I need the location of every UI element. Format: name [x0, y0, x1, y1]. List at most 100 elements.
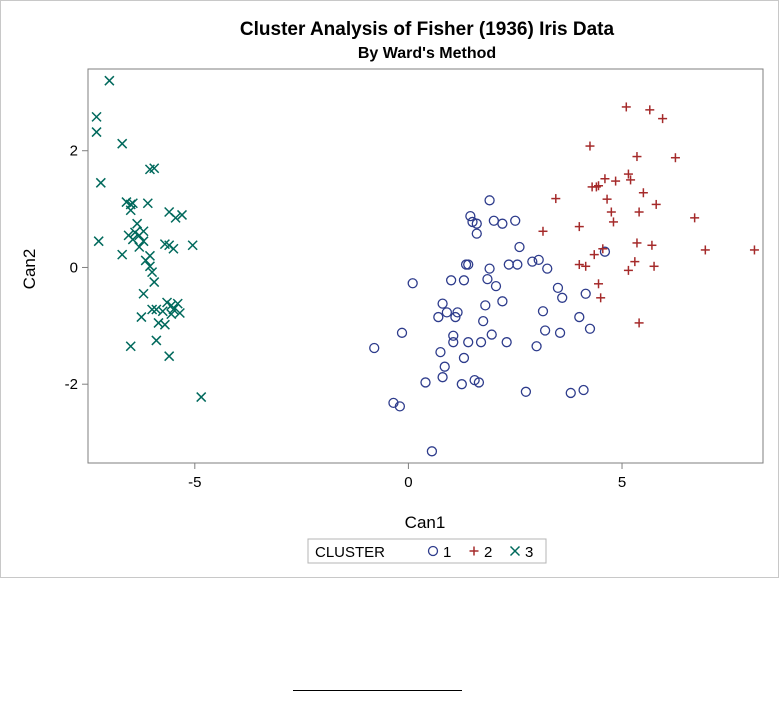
data-point-cluster-2: [647, 240, 657, 250]
data-point-cluster-2: [630, 257, 640, 267]
data-point-cluster-1: [484, 195, 495, 206]
data-point-cluster-2: [608, 217, 618, 227]
data-point-cluster-2: [594, 279, 604, 289]
chart-figure: Cluster Analysis of Fisher (1936) Iris D…: [0, 0, 779, 578]
data-point-cluster-1: [396, 327, 408, 338]
data-point-cluster-2: [638, 188, 648, 198]
data-point-cluster-3: [127, 234, 138, 245]
data-point-cluster-1: [557, 292, 568, 303]
data-point-cluster-3: [129, 227, 141, 238]
data-point-cluster-2: [645, 105, 655, 115]
data-point-cluster-2: [670, 153, 680, 163]
data-point-cluster-1: [531, 341, 542, 352]
data-point-cluster-1: [542, 263, 553, 274]
data-point-cluster-3: [174, 307, 185, 319]
data-point-cluster-2: [538, 226, 548, 236]
y-axis-label: Can2: [20, 249, 39, 290]
data-point-cluster-1: [458, 275, 470, 286]
data-point-cluster-1: [480, 300, 491, 311]
y-tick-label: 2: [70, 143, 78, 160]
data-point-cluster-2: [649, 261, 659, 271]
data-point-cluster-1: [478, 316, 489, 327]
data-point-cluster-1: [450, 311, 461, 323]
data-point-cluster-3: [125, 341, 136, 352]
data-point-cluster-2: [632, 238, 642, 248]
data-point-cluster-3: [151, 304, 162, 315]
data-point-cluster-1: [497, 218, 508, 229]
data-point-cluster-1: [439, 361, 450, 372]
data-point-cluster-2: [749, 245, 759, 255]
data-point-cluster-1: [484, 263, 495, 274]
data-point-cluster-1: [537, 306, 549, 317]
data-point-cluster-1: [463, 337, 474, 348]
data-point-cluster-2: [658, 114, 668, 124]
legend-label-2: 2: [484, 544, 492, 561]
data-point-cluster-3: [117, 249, 128, 260]
data-point-cluster-3: [153, 317, 164, 328]
data-point-cluster-3: [91, 127, 102, 138]
data-point-cluster-1: [578, 384, 589, 396]
data-point-cluster-2: [621, 102, 631, 112]
data-point-cluster-1: [552, 282, 564, 294]
data-point-cluster-1: [527, 256, 538, 267]
data-point-cluster-1: [584, 323, 596, 334]
data-point-cluster-3: [91, 111, 102, 122]
data-point-cluster-3: [176, 209, 188, 220]
data-point-cluster-3: [138, 288, 149, 299]
data-point-cluster-3: [136, 312, 147, 323]
data-point-cluster-2: [598, 244, 608, 254]
data-point-cluster-3: [159, 319, 170, 330]
data-point-cluster-3: [104, 75, 115, 86]
x-tick-label: -5: [188, 474, 201, 491]
y-tick-label: -2: [65, 376, 78, 393]
data-markers: [91, 75, 759, 457]
data-point-cluster-3: [157, 306, 168, 317]
data-point-cluster-2: [623, 169, 633, 179]
data-point-cluster-1: [473, 377, 485, 388]
data-point-cluster-1: [533, 254, 544, 266]
data-point-cluster-2: [634, 318, 644, 328]
data-point-cluster-1: [394, 401, 406, 412]
data-point-cluster-3: [125, 205, 136, 216]
data-point-cluster-3: [196, 392, 207, 403]
data-point-cluster-2: [585, 141, 595, 151]
data-point-cluster-2: [700, 245, 710, 255]
legend: CLUSTER 1 2 3: [307, 538, 547, 564]
data-point-cluster-1: [471, 218, 482, 229]
legend-marker-3: [509, 545, 521, 557]
data-point-cluster-3: [144, 250, 155, 261]
data-point-cluster-2: [634, 207, 644, 217]
data-point-cluster-1: [482, 273, 493, 285]
data-point-cluster-1: [452, 307, 463, 318]
data-point-cluster-2: [594, 181, 604, 191]
data-point-cluster-1: [475, 337, 487, 348]
data-point-cluster-2: [651, 199, 661, 209]
data-point-cluster-3: [147, 267, 158, 278]
data-point-cluster-2: [600, 174, 610, 184]
data-point-cluster-2: [602, 194, 612, 204]
legend-title: CLUSTER: [315, 544, 385, 561]
data-point-cluster-1: [437, 372, 448, 383]
data-point-cluster-3: [117, 138, 128, 149]
data-point-cluster-1: [471, 228, 482, 239]
data-point-cluster-2: [591, 182, 601, 192]
data-point-cluster-2: [596, 293, 606, 303]
data-point-cluster-1: [565, 387, 576, 399]
data-point-cluster-1: [388, 397, 399, 409]
data-point-cluster-1: [433, 311, 444, 323]
data-point-cluster-1: [501, 337, 512, 348]
data-point-cluster-1: [465, 210, 476, 222]
plot-area: [87, 68, 764, 464]
data-point-cluster-3: [147, 304, 158, 315]
data-point-cluster-3: [168, 243, 179, 254]
data-point-cluster-3: [151, 335, 162, 346]
data-point-cluster-3: [95, 177, 106, 188]
x-tick-label: 5: [618, 474, 626, 491]
x-axis-label: Can1: [405, 513, 446, 532]
data-point-cluster-1: [369, 342, 380, 354]
data-point-cluster-1: [437, 298, 448, 309]
data-point-cluster-3: [134, 241, 145, 253]
data-point-cluster-2: [623, 265, 633, 275]
data-point-cluster-3: [170, 212, 181, 223]
data-point-cluster-1: [441, 307, 453, 318]
